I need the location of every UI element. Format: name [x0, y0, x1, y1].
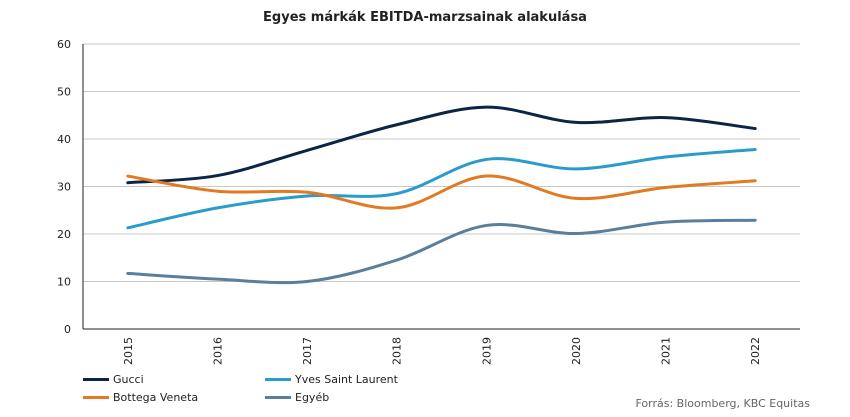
- legend-label: Gucci: [113, 373, 144, 386]
- series-line-yves-saint-laurent: [126, 147, 757, 230]
- legend-item-egyeb: Egyéb: [265, 391, 329, 404]
- series-line-gucci: [126, 105, 757, 185]
- source-note: Forrás: Bloomberg, KBC Equitas: [635, 397, 810, 410]
- legend-item-gucci: Gucci: [83, 373, 144, 386]
- y-tick-label: 20: [57, 228, 71, 241]
- x-tick-label: 2017: [301, 337, 314, 365]
- legend-label: Yves Saint Laurent: [295, 373, 398, 386]
- y-tick-label: 50: [57, 86, 71, 99]
- y-tick-label: 10: [57, 276, 71, 289]
- legend-swatch: [265, 396, 291, 399]
- legend-swatch: [83, 396, 109, 399]
- x-tick-label: 2019: [480, 337, 493, 365]
- legend-swatch: [83, 378, 109, 381]
- x-tick-label: 2016: [211, 337, 224, 365]
- legend-item-bottega: Bottega Veneta: [83, 391, 198, 404]
- x-tick-label: 2021: [660, 337, 673, 365]
- x-tick-label: 2022: [749, 337, 762, 365]
- x-tick-label: 2020: [570, 337, 583, 365]
- y-tick-label: 40: [57, 133, 71, 146]
- series-line-egy-b: [126, 218, 757, 285]
- y-tick-label: 0: [64, 323, 71, 336]
- legend-swatch: [265, 378, 291, 381]
- legend-item-ysl: Yves Saint Laurent: [265, 373, 398, 386]
- x-tick-label: 2018: [391, 337, 404, 365]
- chart-title: Egyes márkák EBITDA-marzsainak alakulása: [263, 10, 587, 25]
- series-line-bottega-veneta: [126, 174, 757, 210]
- x-tick-label: 2015: [122, 337, 135, 365]
- legend-label: Bottega Veneta: [113, 391, 199, 404]
- y-tick-label: 30: [57, 181, 71, 194]
- y-tick-label: 60: [57, 38, 71, 51]
- legend-label: Egyéb: [295, 391, 330, 404]
